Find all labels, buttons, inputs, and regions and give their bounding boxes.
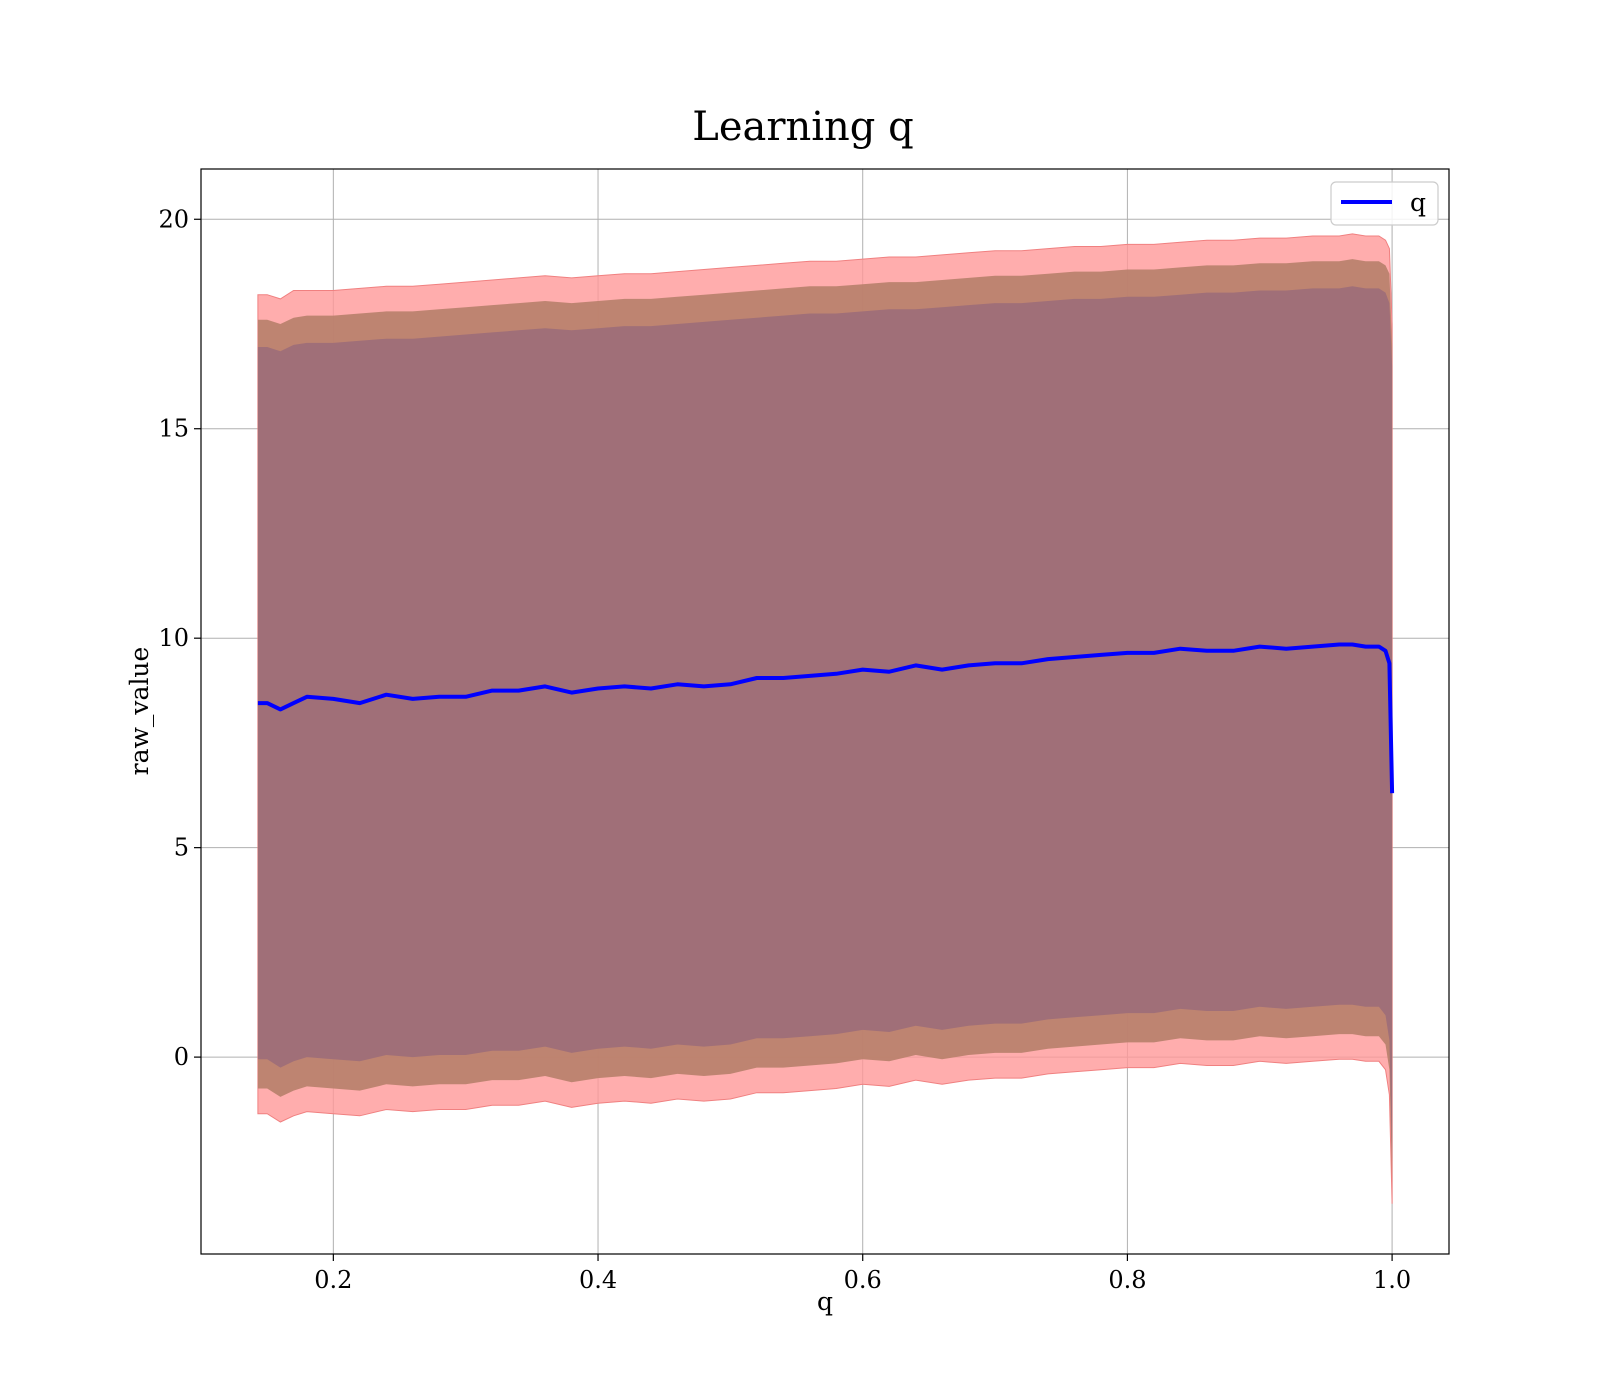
x-tick-label: 0.4 (579, 1266, 617, 1294)
legend-label-q: q (1410, 188, 1426, 217)
y-tick-label: 20 (158, 205, 189, 233)
y-tick-label: 0 (174, 1043, 189, 1071)
chart-title: Learning q (692, 104, 913, 150)
series-line-q (257, 642, 1395, 794)
x-axis-label: q (817, 1287, 833, 1316)
y-tick-label: 10 (158, 624, 189, 652)
legend: q (1330, 181, 1439, 226)
x-axis-ticks: 0.2 0.4 0.6 0.8 1.0 (314, 1254, 1411, 1294)
y-axis-label: raw_value (125, 647, 154, 776)
plot-area (200, 168, 1450, 1255)
y-axis-ticks: 0 5 10 15 20 (158, 205, 201, 1071)
x-tick-label: 0.6 (844, 1266, 882, 1294)
plot-frame (200, 168, 1450, 1255)
x-tick-label: 1.0 (1373, 1266, 1411, 1294)
y-tick-label: 5 (174, 834, 189, 862)
y-tick-label: 15 (158, 415, 189, 443)
confidence-bands (257, 233, 1393, 1204)
band-inner (257, 286, 1393, 1162)
x-tick-label: 0.8 (1108, 1266, 1146, 1294)
x-tick-label: 0.2 (314, 1266, 352, 1294)
